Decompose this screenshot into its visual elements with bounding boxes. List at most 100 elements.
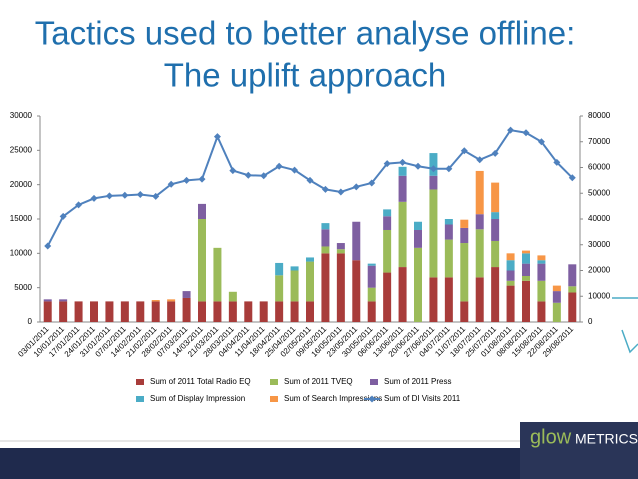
- chart-subtitle: The uplift approach: [164, 57, 447, 94]
- bar-segment: [352, 260, 361, 322]
- y-tick-label: 0: [28, 317, 33, 326]
- bar-segment: [275, 262, 284, 276]
- y2-tick-label: 0: [588, 317, 593, 326]
- bar-segment: [151, 301, 160, 322]
- line-marker: [59, 212, 67, 220]
- bar-segment: [475, 277, 484, 322]
- y-tick-label: 25000: [10, 145, 33, 154]
- bar-segment: [522, 280, 530, 322]
- bar-segment: [367, 265, 376, 288]
- bar-segment: [336, 249, 345, 254]
- bar-segment: [321, 246, 330, 254]
- legend-marker: [368, 395, 376, 403]
- bar-segment: [228, 301, 237, 322]
- bar-segment: [491, 219, 500, 241]
- y2-tick-label: 50000: [588, 188, 611, 197]
- legend-swatch: [270, 379, 278, 385]
- legend-label: Sum of 2011 Total Radio EQ: [150, 377, 251, 386]
- line-marker: [368, 179, 376, 187]
- logo-box: [520, 422, 638, 479]
- bar-segment: [552, 285, 561, 292]
- legend-swatch: [270, 396, 278, 402]
- y2-tick-label: 10000: [588, 291, 611, 300]
- legend-label: Sum of 2011 Press: [384, 377, 451, 386]
- bar-segment: [444, 224, 453, 240]
- logo-glow: glow: [530, 426, 572, 448]
- line-marker: [260, 172, 268, 180]
- line-marker: [229, 167, 237, 175]
- bar-segment: [522, 263, 530, 276]
- y2-tick-label: 70000: [588, 137, 611, 146]
- bar-segment: [306, 261, 314, 302]
- line-marker: [183, 176, 191, 184]
- bar-segment: [506, 253, 515, 261]
- legend-label: Sum of 2011 TVEQ: [284, 377, 353, 386]
- bar-segment: [383, 209, 392, 217]
- bar-segment: [398, 267, 407, 322]
- line-marker: [275, 162, 283, 170]
- bar-segment: [198, 301, 206, 322]
- bar-segment: [506, 260, 515, 271]
- bar-segment: [537, 255, 546, 261]
- y-tick-label: 10000: [10, 248, 33, 257]
- bar-segment: [105, 301, 114, 322]
- bar-segment: [475, 229, 484, 278]
- bar-segment: [198, 203, 206, 219]
- line-marker: [399, 158, 407, 166]
- line-marker: [306, 176, 314, 184]
- bar-segment: [414, 229, 422, 248]
- bar-segment: [59, 301, 68, 322]
- legend-label: Sum of DI Visits 2011: [384, 394, 461, 403]
- bar-segment: [552, 291, 561, 303]
- bar-segment: [537, 301, 546, 322]
- line-marker: [152, 192, 160, 200]
- bar-segment: [491, 212, 500, 219]
- legend-label: Sum of Search Impressions: [284, 394, 382, 403]
- line-marker: [522, 129, 530, 137]
- line-marker: [429, 165, 437, 173]
- y-tick-label: 5000: [14, 283, 32, 292]
- bar-segment: [321, 253, 330, 322]
- bar-segment: [352, 221, 361, 261]
- bar-segment: [167, 299, 176, 302]
- y-tick-label: 20000: [10, 180, 33, 189]
- line-marker: [167, 180, 175, 188]
- bar-segment: [429, 189, 438, 278]
- line-marker: [337, 188, 345, 196]
- y2-tick-label: 20000: [588, 266, 611, 275]
- line-marker: [553, 158, 561, 166]
- line-marker: [352, 183, 360, 191]
- bar-segment: [198, 219, 206, 302]
- bar-segment: [275, 275, 284, 302]
- bar-segment: [460, 227, 469, 244]
- y-tick-label: 15000: [10, 214, 33, 223]
- bar-segment: [182, 297, 191, 322]
- bar-segment: [460, 301, 469, 322]
- legend-label: Sum of Display Impression: [150, 394, 245, 403]
- legend-swatch: [136, 396, 144, 402]
- line-marker: [121, 191, 129, 199]
- y2-tick-label: 80000: [588, 111, 611, 120]
- bar-segment: [290, 266, 299, 271]
- legend-swatch: [136, 379, 144, 385]
- bar-segment: [522, 250, 530, 254]
- bar-segment: [59, 299, 68, 302]
- line-marker: [537, 138, 545, 146]
- bar-segment: [306, 301, 314, 322]
- bar-segment: [383, 229, 392, 273]
- bar-segment: [306, 257, 314, 262]
- y2-tick-label: 30000: [588, 240, 611, 249]
- bar-segment: [182, 291, 191, 298]
- bar-segment: [228, 291, 237, 302]
- bar-segment: [367, 301, 376, 322]
- bar-segment: [367, 287, 376, 302]
- line-marker: [198, 175, 206, 183]
- line-marker: [460, 147, 468, 155]
- line-marker: [383, 160, 391, 168]
- bar-segment: [568, 286, 577, 293]
- bar-segment: [43, 299, 52, 302]
- bar-segment: [321, 229, 330, 247]
- line-marker: [291, 166, 299, 174]
- bar-segment: [290, 301, 299, 322]
